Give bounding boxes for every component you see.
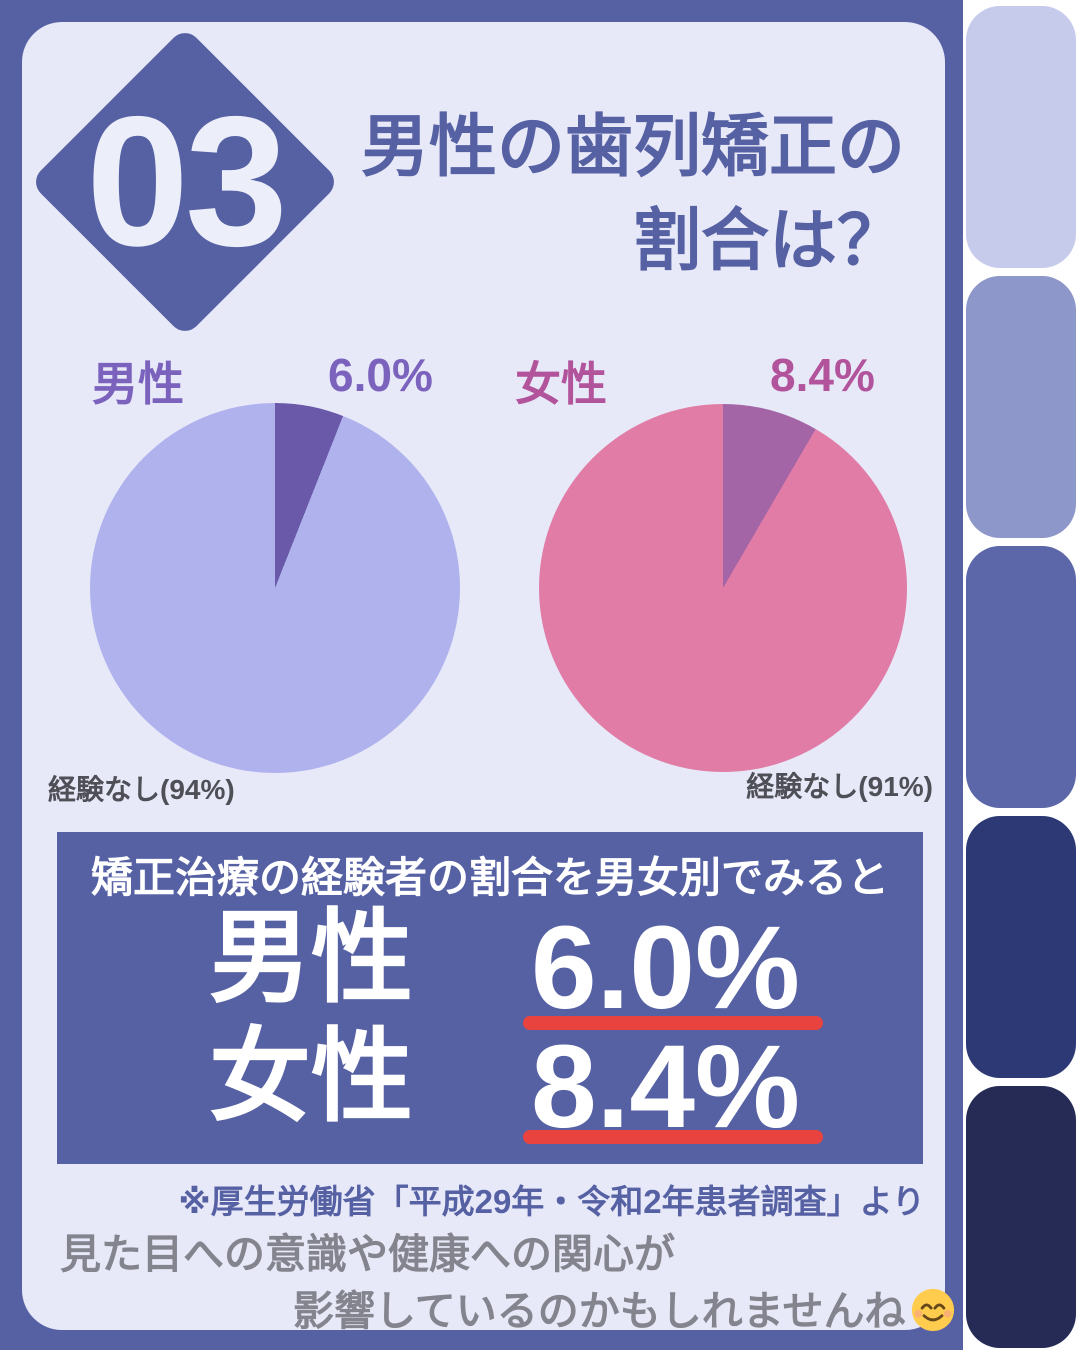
male-pie-title: 男性 (92, 358, 184, 410)
strip-segment (966, 546, 1076, 808)
strip-segment (966, 276, 1076, 538)
summary-box: 矯正治療の経験者の割合を男女別でみると 男性 6.0% 女性 8.4% (57, 832, 923, 1164)
page-title-line1: 男性の歯列矯正の (360, 109, 905, 185)
smiling-face-emoji (910, 1287, 956, 1333)
summary-male-value: 6.0% (531, 902, 800, 1034)
summary-female-label: 女性 (209, 1020, 413, 1134)
source-note: ※厚生労働省「平成29年・令和2年患者調査」より (178, 1183, 925, 1220)
strip-segment (966, 6, 1076, 268)
summary-male-label: 男性 (209, 901, 413, 1015)
male-value-underline (523, 1016, 823, 1030)
summary-heading: 矯正治療の経験者の割合を男女別でみると (90, 854, 889, 901)
closing-text-line1: 見た目への意識や健康への関心が (60, 1231, 675, 1277)
page-title: 男性の歯列矯正の 割合は？ (361, 100, 905, 288)
female-pie-annotation: 経験なし(91%) (746, 771, 933, 802)
female-pie-title: 女性 (515, 358, 607, 410)
male-pie-annotation: 経験なし(94%) (48, 774, 235, 805)
male-pie-percentage: 6.0% (328, 349, 433, 401)
summary-female-value: 8.4% (531, 1021, 800, 1153)
strip-segment (966, 1086, 1076, 1348)
content-card: 03 男性の歯列矯正の 割合は？ 男性 6.0% 女性 8.4% 経験なし(94… (22, 22, 954, 1334)
strip-segment (966, 816, 1076, 1078)
badge-number: 03 (86, 79, 288, 285)
female-value-underline (523, 1130, 823, 1144)
closing-text-line2: 影響しているのかもしれませんね (293, 1277, 956, 1337)
side-strip (963, 0, 1080, 1350)
page-title-line2: 割合は？ (632, 203, 905, 279)
closing-text-line2-text: 影響しているのかもしれませんね (293, 1288, 906, 1334)
male-pie-chart (90, 403, 460, 773)
female-pie-chart (539, 404, 907, 772)
female-pie-percentage: 8.4% (770, 349, 875, 401)
